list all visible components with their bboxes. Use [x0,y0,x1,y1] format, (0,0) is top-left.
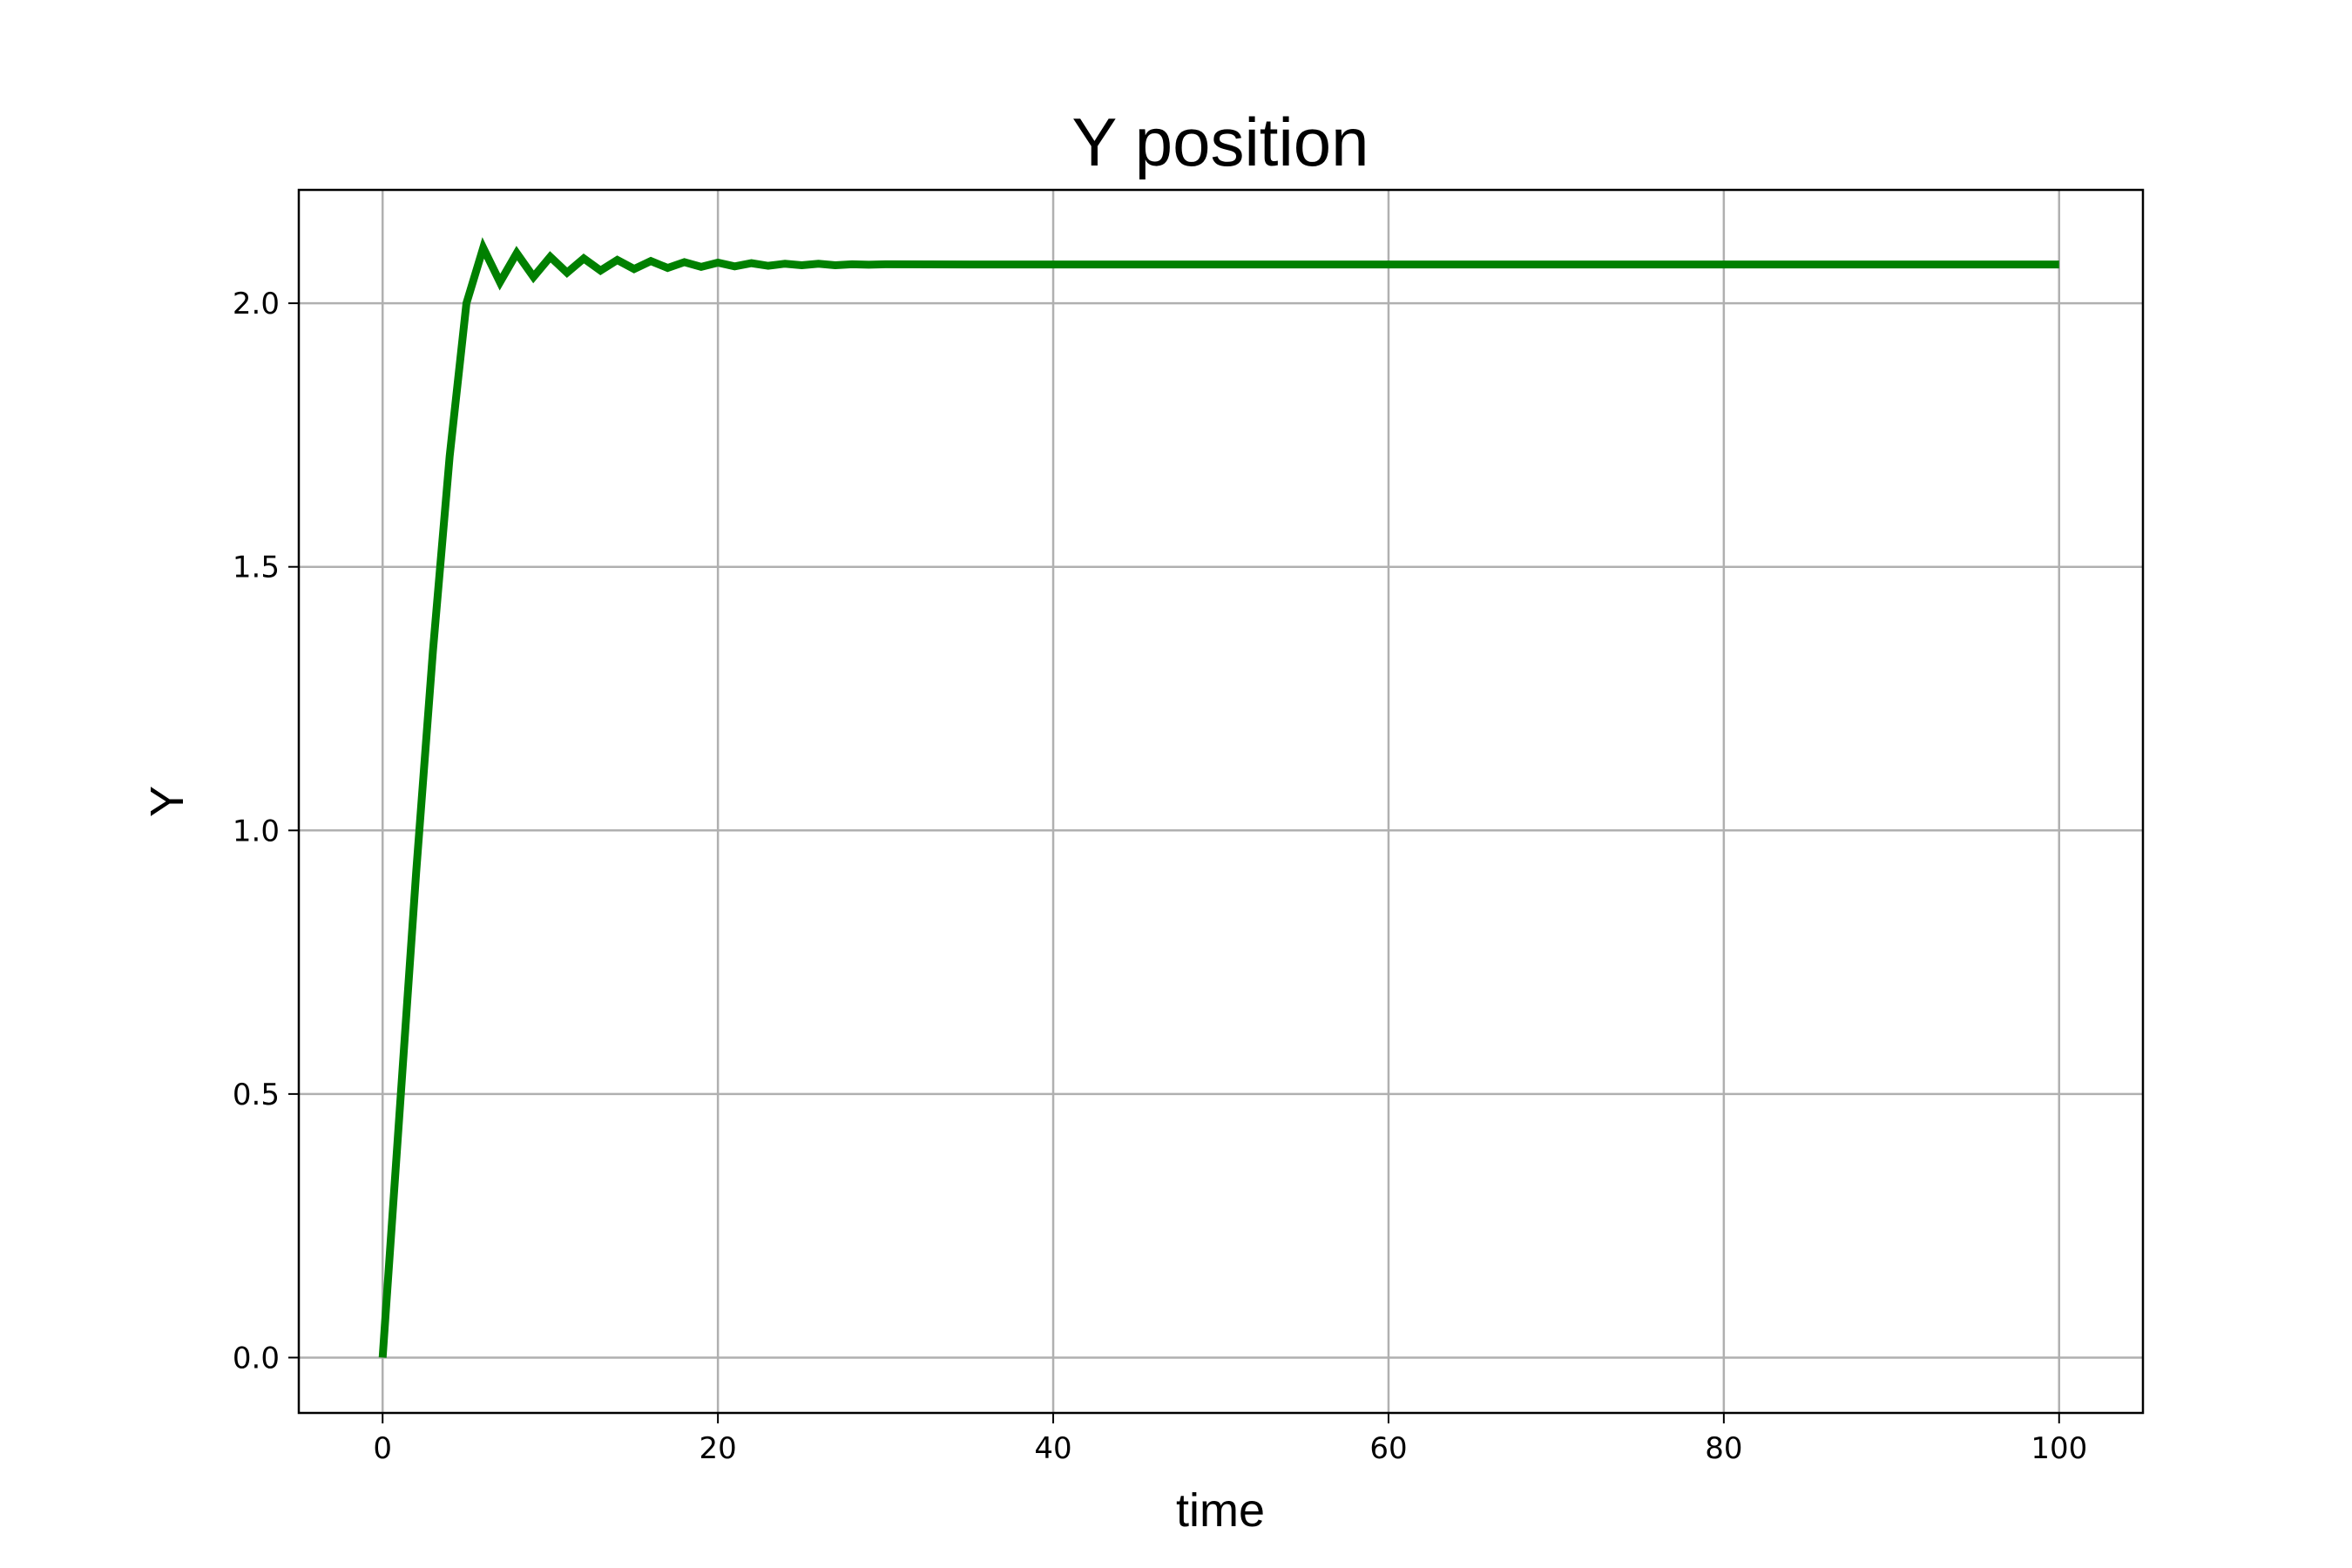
chart-title: Y position [1071,104,1369,180]
x-tick-label: 80 [1705,1431,1742,1466]
y-tick-label: 2.0 [233,287,280,321]
x-tick-label: 60 [1369,1431,1407,1466]
x-tick-label: 20 [700,1431,737,1466]
ticks: 0 20 40 60 80 100 0.0 0.5 1.0 1.5 2.0 [233,287,2087,1466]
y-tick-label: 1.0 [233,814,280,848]
series-layer [378,237,2059,1358]
y-tick-label: 0.0 [233,1341,280,1375]
y-tick-label: 1.5 [233,551,280,585]
x-tick-label: 0 [373,1431,392,1466]
series-line [378,237,2059,1358]
y-axis-title: Y [141,786,193,817]
x-tick-label: 100 [2031,1431,2087,1466]
grid [299,190,2143,1413]
x-axis-title: time [1176,1484,1265,1537]
x-tick-label: 40 [1034,1431,1071,1466]
y-tick-label: 0.5 [233,1078,280,1112]
plot-frame [297,188,2145,1415]
